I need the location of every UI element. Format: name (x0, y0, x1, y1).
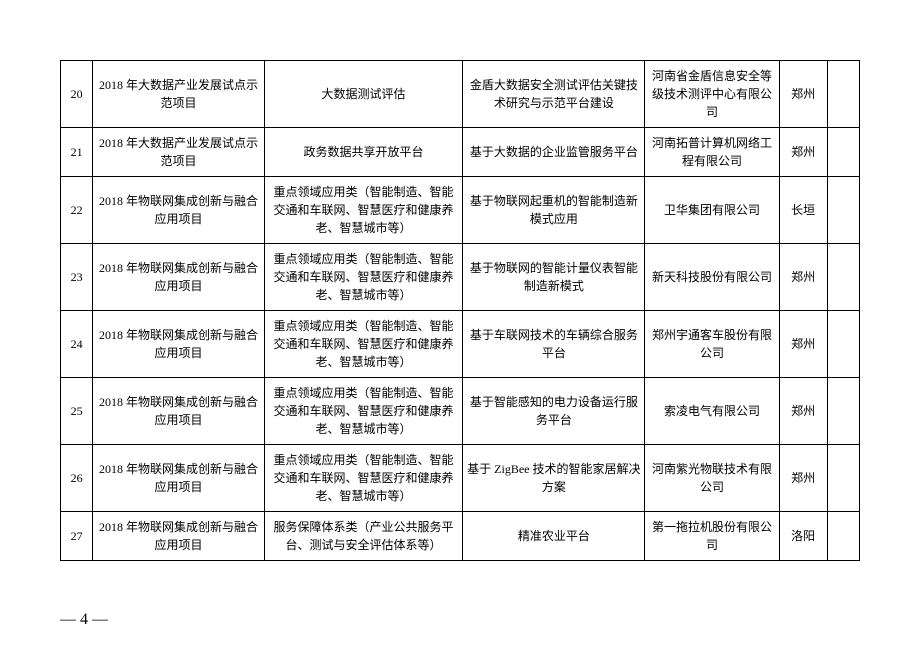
table-row: 212018 年大数据产业发展试点示范项目政务数据共享开放平台基于大数据的企业监… (61, 128, 860, 177)
cell-project_name: 基于物联网起重机的智能制造新模式应用 (463, 177, 645, 244)
cell-blank (827, 512, 859, 561)
cell-project_type: 2018 年大数据产业发展试点示范项目 (93, 128, 265, 177)
cell-company: 新天科技股份有限公司 (645, 244, 779, 311)
cell-seq: 26 (61, 445, 93, 512)
cell-city: 郑州 (779, 445, 827, 512)
cell-category: 重点领域应用类（智能制造、智能交通和车联网、智慧医疗和健康养老、智慧城市等） (264, 378, 462, 445)
cell-seq: 25 (61, 378, 93, 445)
cell-category: 重点领域应用类（智能制造、智能交通和车联网、智慧医疗和健康养老、智慧城市等） (264, 445, 462, 512)
cell-blank (827, 311, 859, 378)
cell-project_name: 基于物联网的智能计量仪表智能制造新模式 (463, 244, 645, 311)
cell-category: 服务保障体系类（产业公共服务平台、测试与安全评估体系等） (264, 512, 462, 561)
cell-project_type: 2018 年物联网集成创新与融合应用项目 (93, 244, 265, 311)
cell-company: 第一拖拉机股份有限公司 (645, 512, 779, 561)
cell-project_name: 精准农业平台 (463, 512, 645, 561)
cell-blank (827, 61, 859, 128)
cell-blank (827, 244, 859, 311)
cell-blank (827, 177, 859, 244)
cell-city: 郑州 (779, 311, 827, 378)
cell-blank (827, 378, 859, 445)
cell-category: 重点领域应用类（智能制造、智能交通和车联网、智慧医疗和健康养老、智慧城市等） (264, 311, 462, 378)
data-table: 202018 年大数据产业发展试点示范项目大数据测试评估金盾大数据安全测试评估关… (60, 60, 860, 561)
cell-blank (827, 445, 859, 512)
table-body: 202018 年大数据产业发展试点示范项目大数据测试评估金盾大数据安全测试评估关… (61, 61, 860, 561)
cell-project_name: 金盾大数据安全测试评估关键技术研究与示范平台建设 (463, 61, 645, 128)
cell-seq: 22 (61, 177, 93, 244)
cell-city: 郑州 (779, 128, 827, 177)
cell-blank (827, 128, 859, 177)
cell-seq: 23 (61, 244, 93, 311)
cell-project_type: 2018 年物联网集成创新与融合应用项目 (93, 177, 265, 244)
cell-category: 重点领域应用类（智能制造、智能交通和车联网、智慧医疗和健康养老、智慧城市等） (264, 177, 462, 244)
cell-category: 大数据测试评估 (264, 61, 462, 128)
cell-project_name: 基于智能感知的电力设备运行服务平台 (463, 378, 645, 445)
cell-project_name: 基于车联网技术的车辆综合服务平台 (463, 311, 645, 378)
page-content: 202018 年大数据产业发展试点示范项目大数据测试评估金盾大数据安全测试评估关… (0, 0, 920, 561)
cell-company: 河南紫光物联技术有限公司 (645, 445, 779, 512)
cell-company: 索凌电气有限公司 (645, 378, 779, 445)
table-row: 202018 年大数据产业发展试点示范项目大数据测试评估金盾大数据安全测试评估关… (61, 61, 860, 128)
cell-seq: 27 (61, 512, 93, 561)
table-row: 222018 年物联网集成创新与融合应用项目重点领域应用类（智能制造、智能交通和… (61, 177, 860, 244)
cell-project_name: 基于 ZigBee 技术的智能家居解决方案 (463, 445, 645, 512)
cell-company: 河南省金盾信息安全等级技术测评中心有限公司 (645, 61, 779, 128)
cell-seq: 24 (61, 311, 93, 378)
cell-city: 长垣 (779, 177, 827, 244)
cell-city: 洛阳 (779, 512, 827, 561)
cell-project_type: 2018 年物联网集成创新与融合应用项目 (93, 311, 265, 378)
cell-company: 卫华集团有限公司 (645, 177, 779, 244)
cell-category: 政务数据共享开放平台 (264, 128, 462, 177)
cell-project_type: 2018 年大数据产业发展试点示范项目 (93, 61, 265, 128)
table-row: 262018 年物联网集成创新与融合应用项目重点领域应用类（智能制造、智能交通和… (61, 445, 860, 512)
cell-project_type: 2018 年物联网集成创新与融合应用项目 (93, 512, 265, 561)
cell-company: 河南拓普计算机网络工程有限公司 (645, 128, 779, 177)
cell-city: 郑州 (779, 244, 827, 311)
table-row: 252018 年物联网集成创新与融合应用项目重点领域应用类（智能制造、智能交通和… (61, 378, 860, 445)
cell-company: 郑州宇通客车股份有限公司 (645, 311, 779, 378)
cell-city: 郑州 (779, 378, 827, 445)
table-row: 242018 年物联网集成创新与融合应用项目重点领域应用类（智能制造、智能交通和… (61, 311, 860, 378)
cell-seq: 21 (61, 128, 93, 177)
cell-seq: 20 (61, 61, 93, 128)
cell-category: 重点领域应用类（智能制造、智能交通和车联网、智慧医疗和健康养老、智慧城市等） (264, 244, 462, 311)
cell-project_name: 基于大数据的企业监管服务平台 (463, 128, 645, 177)
cell-city: 郑州 (779, 61, 827, 128)
cell-project_type: 2018 年物联网集成创新与融合应用项目 (93, 378, 265, 445)
cell-project_type: 2018 年物联网集成创新与融合应用项目 (93, 445, 265, 512)
page-number: — 4 — (60, 611, 108, 629)
table-row: 232018 年物联网集成创新与融合应用项目重点领域应用类（智能制造、智能交通和… (61, 244, 860, 311)
table-row: 272018 年物联网集成创新与融合应用项目服务保障体系类（产业公共服务平台、测… (61, 512, 860, 561)
